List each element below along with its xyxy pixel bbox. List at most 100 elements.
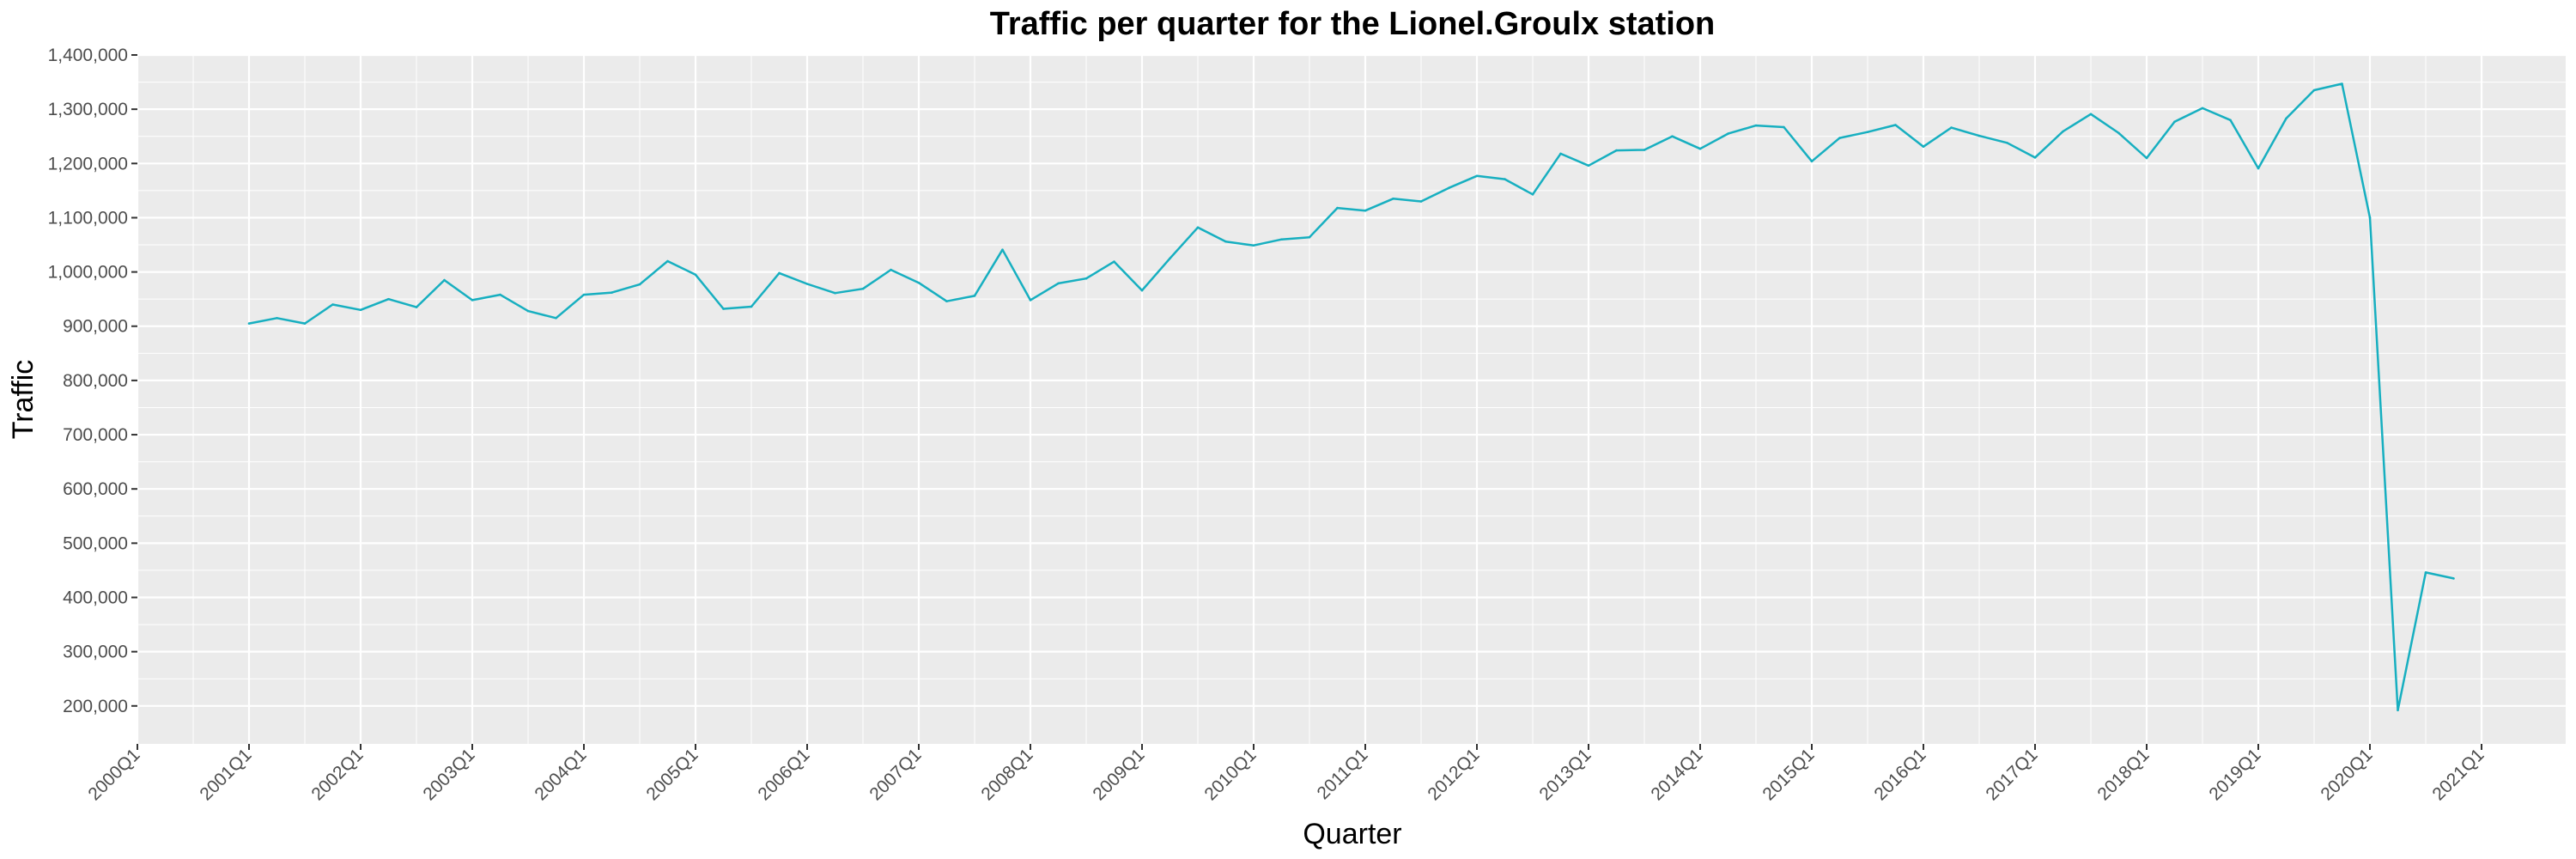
data-point-2003Q4 <box>555 317 557 320</box>
data-point-2014Q2 <box>1727 132 1729 135</box>
y-tick-label: 1,400,000 <box>48 46 128 65</box>
data-point-2010Q3 <box>1308 235 1311 239</box>
data-point-2016Q3 <box>1978 134 1981 137</box>
data-point-2014Q3 <box>1754 124 1758 127</box>
y-tick-label: 900,000 <box>63 317 128 337</box>
data-point-2007Q1 <box>917 281 920 284</box>
data-point-2002Q1 <box>359 308 362 312</box>
data-point-2006Q1 <box>805 283 809 285</box>
data-point-2010Q4 <box>1336 206 1339 210</box>
minor-grid <box>137 55 2566 744</box>
data-point-2008Q4 <box>1113 260 1115 263</box>
data-point-2003Q3 <box>526 309 530 313</box>
data-point-2018Q1 <box>2145 156 2148 160</box>
y-axis-title: Traffic <box>7 360 39 440</box>
data-point-2015Q3 <box>1866 131 1869 133</box>
data-point-2020Q2 <box>2397 709 2399 712</box>
data-point-2017Q1 <box>2033 156 2037 159</box>
plot-panel <box>137 55 2566 744</box>
data-point-2012Q3 <box>1531 193 1534 196</box>
data-point-2020Q1 <box>2368 216 2372 219</box>
data-point-2006Q2 <box>834 291 836 295</box>
data-point-2011Q2 <box>1392 198 1394 200</box>
data-point-2017Q4 <box>2117 131 2120 135</box>
y-tick-label: 1,200,000 <box>48 154 128 174</box>
data-point-2016Q1 <box>1922 145 1925 148</box>
data-point-2004Q2 <box>611 291 613 294</box>
data-point-2016Q2 <box>1950 126 1953 129</box>
chart-title: Traffic per quarter for the Lionel.Groul… <box>990 6 1716 42</box>
data-point-2008Q3 <box>1084 277 1088 280</box>
data-point-2019Q3 <box>2312 88 2316 92</box>
data-point-2001Q2 <box>276 317 278 320</box>
data-point-2007Q2 <box>945 300 948 303</box>
data-point-2013Q2 <box>1615 149 1618 152</box>
data-point-2012Q4 <box>1559 152 1562 155</box>
data-point-2014Q1 <box>1698 147 1702 150</box>
data-points <box>247 82 2455 712</box>
data-point-2012Q2 <box>1504 178 1506 180</box>
traffic-series-line <box>248 82 2454 712</box>
data-point-2015Q4 <box>1894 124 1897 126</box>
data-point-2020Q3 <box>2424 571 2427 574</box>
data-point-2006Q3 <box>861 287 865 290</box>
data-point-2011Q4 <box>1448 186 1450 189</box>
x-axis-title: Quarter <box>1303 818 1401 850</box>
data-point-2003Q2 <box>499 293 501 296</box>
data-point-2005Q4 <box>778 271 781 275</box>
y-tick-label: 1,000,000 <box>48 263 128 283</box>
data-point-2005Q3 <box>750 305 753 308</box>
data-point-2011Q3 <box>1419 200 1423 203</box>
data-point-2010Q2 <box>1280 238 1283 241</box>
data-point-2004Q1 <box>582 293 586 296</box>
data-point-2005Q2 <box>722 308 725 310</box>
data-point-2001Q1 <box>247 322 251 325</box>
data-point-2007Q3 <box>973 295 976 297</box>
y-tick-label: 1,300,000 <box>48 100 128 119</box>
data-point-2007Q4 <box>1001 248 1004 252</box>
data-point-2018Q3 <box>2201 107 2204 110</box>
y-tick-label: 300,000 <box>63 643 128 662</box>
data-point-2004Q4 <box>666 259 669 263</box>
data-point-2009Q1 <box>1140 289 1144 292</box>
major-grid <box>136 53 2566 744</box>
data-point-2009Q3 <box>1196 226 1200 229</box>
data-point-2001Q4 <box>331 303 334 306</box>
y-tick-label: 1,100,000 <box>48 208 128 228</box>
y-tick-label: 500,000 <box>63 533 128 553</box>
data-point-2016Q4 <box>2006 142 2008 144</box>
data-point-2002Q2 <box>387 297 390 301</box>
data-point-2019Q4 <box>2341 82 2343 85</box>
data-point-2001Q3 <box>303 322 307 325</box>
y-tick-label: 600,000 <box>63 479 128 499</box>
data-point-2020Q4 <box>2452 577 2455 580</box>
data-point-2017Q2 <box>2062 130 2064 133</box>
data-point-2008Q1 <box>1029 299 1032 302</box>
data-point-2015Q1 <box>1810 160 1814 163</box>
data-point-2018Q2 <box>2173 120 2176 123</box>
data-point-2002Q4 <box>443 278 446 282</box>
y-tick-label: 200,000 <box>63 697 128 716</box>
y-axis: 200,000 300,000 400,000 500,000 600,000 700,0… <box>48 46 137 716</box>
data-point-2008Q2 <box>1057 282 1060 285</box>
data-point-2011Q1 <box>1364 209 1367 212</box>
data-point-2013Q1 <box>1587 164 1590 168</box>
data-point-2013Q3 <box>1643 149 1646 151</box>
data-point-2005Q1 <box>694 273 697 277</box>
data-point-2015Q2 <box>1838 137 1841 139</box>
data-point-2012Q1 <box>1475 174 1479 178</box>
y-tick-label: 700,000 <box>63 425 128 445</box>
data-point-2014Q4 <box>1783 125 1785 129</box>
data-point-2013Q4 <box>1671 135 1674 137</box>
y-tick-label: 400,000 <box>63 588 128 607</box>
data-point-2009Q2 <box>1169 257 1171 260</box>
data-point-2004Q3 <box>638 283 641 286</box>
data-point-2018Q4 <box>2229 119 2232 122</box>
data-point-2019Q2 <box>2285 117 2287 120</box>
data-point-2002Q3 <box>415 306 418 308</box>
data-point-2006Q4 <box>890 268 892 271</box>
data-point-2010Q1 <box>1252 244 1255 247</box>
y-tick-label: 800,000 <box>63 371 128 391</box>
data-point-2009Q4 <box>1224 240 1227 243</box>
